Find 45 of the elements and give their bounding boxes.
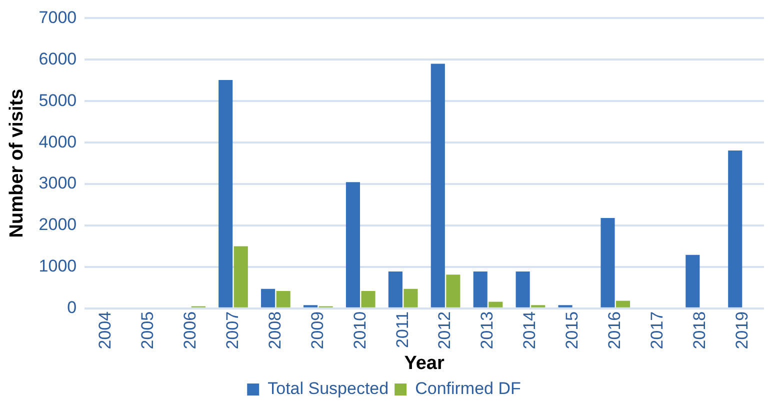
x-tick-label: 2012 xyxy=(435,311,454,350)
x-tick-label: 2018 xyxy=(690,311,709,350)
bar xyxy=(261,288,276,308)
y-tick-label: 5000 xyxy=(38,90,77,110)
bar xyxy=(600,218,615,308)
bar xyxy=(488,302,503,308)
x-tick-label: 2007 xyxy=(222,311,242,350)
x-tick-label: 2014 xyxy=(520,311,540,350)
x-tick-label: 2006 xyxy=(180,311,200,350)
bar xyxy=(388,271,402,308)
y-tick-label: 3000 xyxy=(38,174,77,193)
x-tick-label: 2017 xyxy=(648,311,667,350)
y-tick-label: 4000 xyxy=(38,132,77,152)
y-tick-label: 7000 xyxy=(38,8,77,27)
x-tick-label: 2015 xyxy=(562,311,582,350)
y-axis-title: Number of visits xyxy=(6,88,28,238)
x-tick-label: 2019 xyxy=(732,311,752,350)
legend-label: Total Suspected xyxy=(268,379,389,398)
x-axis-title: Year xyxy=(404,352,445,374)
x-tick-label: 2011 xyxy=(392,311,412,348)
y-tick-label: 1000 xyxy=(38,256,77,276)
legend-label: Confirmed DF xyxy=(415,379,521,398)
bar xyxy=(234,246,248,308)
bar xyxy=(446,274,460,308)
bar xyxy=(516,271,530,308)
bar xyxy=(361,290,376,308)
bar xyxy=(346,182,360,308)
x-tick-label: 2009 xyxy=(308,311,327,350)
x-tick-label: 2008 xyxy=(265,311,284,350)
bar xyxy=(276,290,290,308)
y-tick-label: 6000 xyxy=(38,49,77,68)
bar xyxy=(404,288,418,308)
bar xyxy=(686,254,700,308)
x-tick-label: 2016 xyxy=(605,311,624,350)
y-tick-label: 2000 xyxy=(38,215,77,234)
y-tick-label: 0 xyxy=(67,298,77,318)
x-tick-label: 2004 xyxy=(96,311,115,350)
bar xyxy=(473,271,488,308)
bar xyxy=(728,150,742,308)
bar xyxy=(616,300,630,308)
x-tick-label: 2010 xyxy=(350,311,370,350)
bar xyxy=(218,80,233,308)
x-tick-label: 2005 xyxy=(138,311,157,350)
x-tick-label: 2013 xyxy=(478,311,497,350)
bar xyxy=(430,64,445,308)
